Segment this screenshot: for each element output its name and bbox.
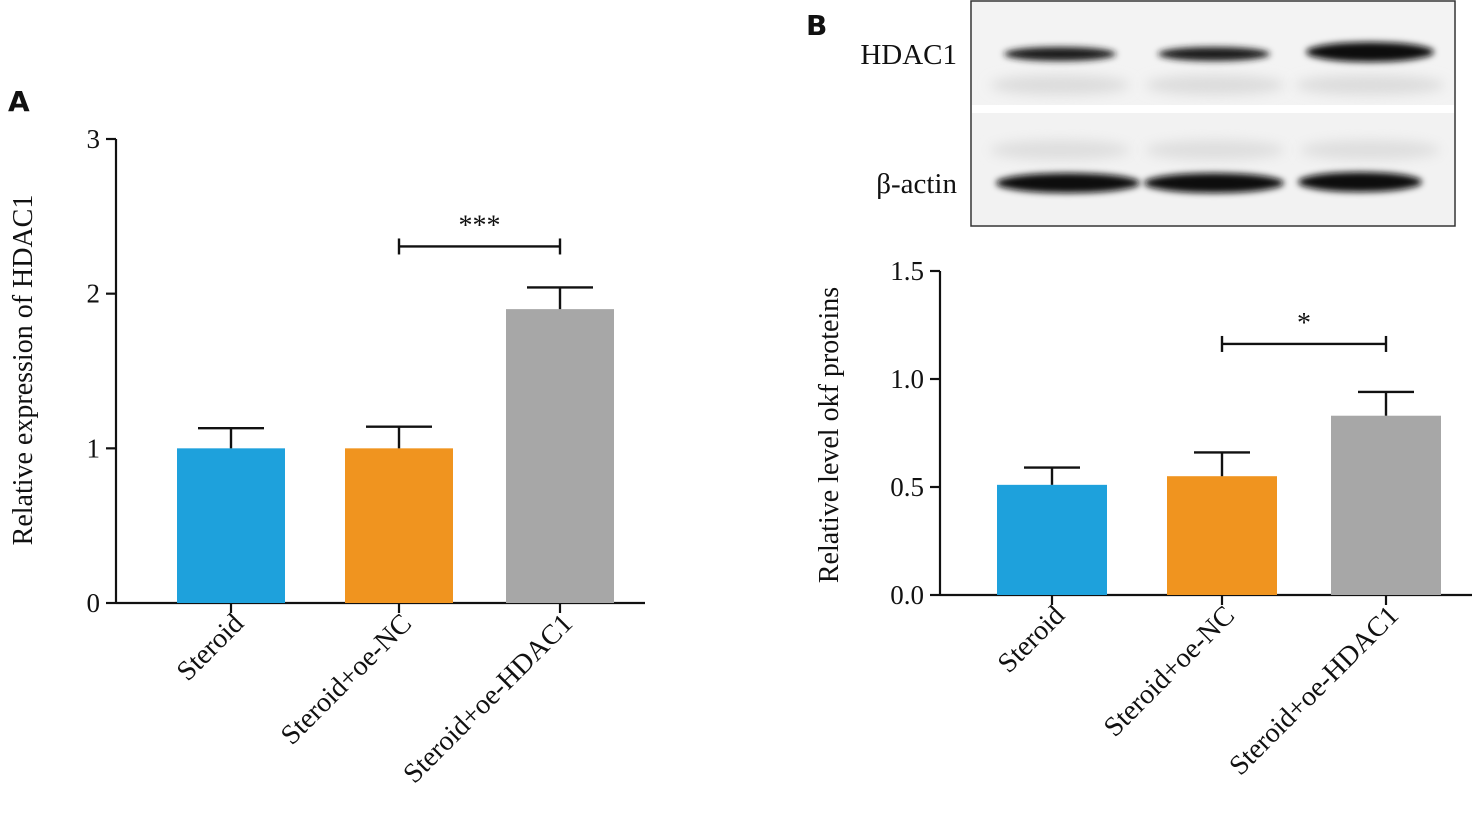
chart-a-significance-label: *** <box>459 210 501 241</box>
chart-b-bar <box>997 484 1107 595</box>
blot-haze <box>1300 140 1440 160</box>
blot-haze <box>1145 75 1285 95</box>
band-hdac1-steroid <box>1004 47 1116 61</box>
chart-b-category-label: Steroid <box>992 600 1071 679</box>
blot-label-actin: β-actin <box>876 168 957 200</box>
band-hdac1-oe-hdac1 <box>1306 42 1434 62</box>
blot-haze <box>990 75 1130 95</box>
panel-a-letter: A <box>8 85 30 118</box>
chart-b-y-tick-label: 1.0 <box>890 364 924 394</box>
chart-a-y-tick-label: 2 <box>87 279 101 309</box>
blot-haze <box>990 140 1130 160</box>
chart-a-y-tick-label: 1 <box>87 433 101 463</box>
chart-a-category-label: Steroid+oe-NC <box>275 608 418 751</box>
chart-b-category-label: Steroid+oe-HDAC1 <box>1223 600 1405 782</box>
chart-a-y-tick-label: 3 <box>87 124 101 154</box>
chart-b-significance-label: * <box>1297 308 1311 339</box>
chart-a-bar <box>345 448 453 603</box>
chart-b-ylabel: Relative level okf proteins <box>814 287 845 583</box>
band-actin-oe-hdac1 <box>1298 172 1422 192</box>
chart-a-category-label: Steroid <box>171 608 250 687</box>
band-actin-oe-nc <box>1144 173 1284 193</box>
chart-a: Relative expression of HDAC1 0 1 2 3 Steroid… <box>8 124 645 790</box>
chart-a-ylabel: Relative expression of HDAC1 <box>8 195 39 546</box>
chart-a-bar <box>506 309 614 603</box>
panel-b-letter: B <box>806 9 827 42</box>
western-blot: HDAC1 β-actin <box>860 0 1456 227</box>
chart-b-bar <box>1167 476 1277 595</box>
chart-a-bar <box>177 448 285 603</box>
band-actin-steroid <box>996 173 1140 193</box>
chart-b-category-label: Steroid+oe-NC <box>1098 600 1241 743</box>
blot-strip-actin <box>972 113 1454 225</box>
chart-b: Relative level okf proteins 0.0 0.5 1.0 1.5… <box>814 256 1472 782</box>
chart-a-y-tick-label: 0 <box>87 588 101 618</box>
blot-label-hdac1: HDAC1 <box>860 39 957 71</box>
chart-a-category-label: Steroid+oe-HDAC1 <box>397 608 579 790</box>
blot-haze <box>1145 140 1285 160</box>
chart-b-y-tick-label: 0.0 <box>890 580 924 610</box>
blot-haze <box>1295 75 1445 95</box>
blot-divider <box>972 105 1454 113</box>
chart-b-y-tick-label: 1.5 <box>890 256 924 286</box>
chart-b-bar <box>1331 415 1441 595</box>
chart-b-y-tick-label: 0.5 <box>890 472 924 502</box>
band-hdac1-oe-nc <box>1158 47 1270 61</box>
